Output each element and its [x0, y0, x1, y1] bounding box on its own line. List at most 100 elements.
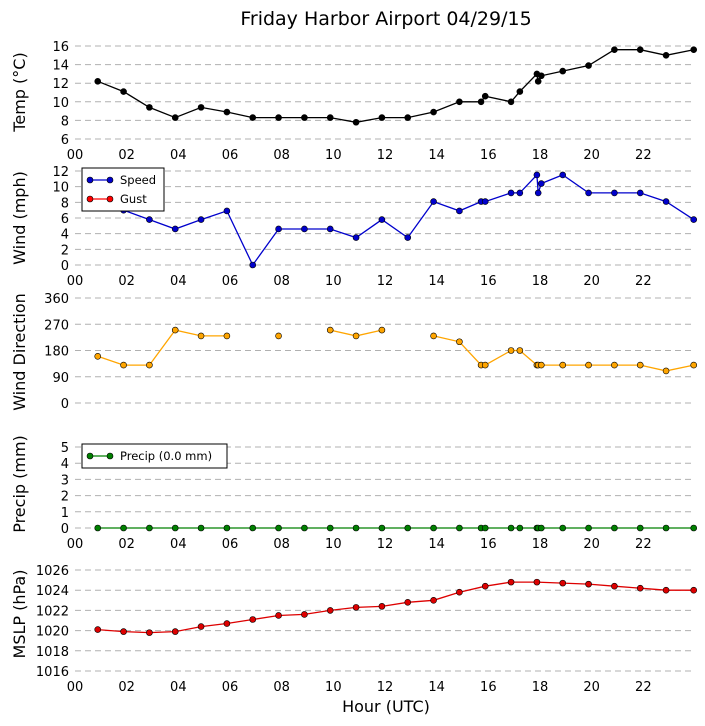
data-point	[301, 611, 308, 618]
data-point	[197, 524, 205, 532]
x-tick-label: 18	[532, 537, 549, 552]
data-point	[585, 361, 592, 369]
x-tick-label: 12	[377, 537, 394, 552]
data-point	[481, 582, 489, 590]
data-point	[585, 189, 592, 197]
y-tick-label: 2	[61, 490, 69, 505]
x-tick-label: 10	[325, 537, 342, 552]
data-point	[690, 524, 698, 532]
data-point	[430, 524, 437, 532]
data-point	[223, 108, 231, 116]
panel-3: 0 90 180 270 360 Wind Direction	[10, 292, 698, 412]
y-tick-label: 8	[61, 196, 69, 211]
data-point	[146, 524, 153, 532]
data-point	[636, 584, 644, 592]
data-point	[223, 332, 231, 340]
data-point	[533, 578, 541, 586]
legend: Speed Gust	[81, 167, 165, 212]
y-tick-label: 4	[61, 228, 69, 243]
data-point	[326, 225, 334, 233]
y-axis-label: Temp (°C)	[10, 52, 29, 132]
y-tick-label: 10	[52, 181, 69, 196]
x-tick-label: 16	[480, 537, 497, 552]
data-point	[662, 524, 670, 532]
x-tick-label: 04	[170, 274, 187, 289]
x-tick-label: 08	[273, 537, 290, 552]
data-point	[430, 108, 437, 116]
data-point	[507, 189, 515, 197]
data-point	[611, 524, 618, 532]
data-point	[456, 207, 463, 215]
data-point	[275, 332, 282, 340]
data-point	[94, 78, 102, 85]
data-point	[275, 612, 282, 619]
data-point	[690, 46, 698, 54]
data-point	[507, 578, 515, 586]
x-tick-label: 20	[583, 274, 600, 289]
data-point	[404, 114, 412, 121]
data-point	[378, 524, 386, 532]
data-point	[662, 367, 670, 375]
data-point	[275, 225, 282, 233]
x-tick-label: 06	[222, 148, 239, 163]
data-point	[146, 629, 153, 636]
data-point	[404, 599, 412, 606]
x-tick-label: 16	[480, 680, 497, 695]
data-point	[516, 524, 524, 532]
data-point	[611, 46, 618, 54]
series-line	[97, 329, 227, 366]
data-point	[430, 198, 437, 205]
x-tick-label: 18	[532, 680, 549, 695]
data-point	[171, 225, 179, 233]
x-tick-label: 22	[635, 680, 652, 695]
y-tick-label: 0	[61, 397, 69, 412]
data-point	[690, 361, 698, 369]
series-line	[94, 578, 698, 636]
x-tick-label: 08	[273, 274, 290, 289]
data-point	[404, 524, 412, 532]
x-tick-label: 20	[583, 537, 600, 552]
x-tick-label: 04	[170, 148, 187, 163]
series-precip-0-0-mm-	[94, 524, 698, 532]
data-point	[120, 628, 127, 635]
x-tick-label: 18	[532, 274, 549, 289]
x-tick-label: 16	[480, 148, 497, 163]
data-point	[197, 623, 205, 630]
data-point	[326, 607, 334, 614]
y-tick-label: 270	[44, 318, 69, 333]
data-point	[171, 628, 179, 635]
data-point	[636, 361, 644, 369]
x-tick-label: 08	[273, 680, 290, 695]
x-tick-label: 02	[118, 148, 135, 163]
data-point	[533, 171, 541, 179]
data-point	[352, 332, 360, 340]
data-point	[534, 78, 542, 85]
y-tick-label: 0	[61, 522, 69, 537]
data-point	[481, 524, 489, 532]
legend-label: Speed	[120, 173, 156, 187]
x-tick-label: 04	[170, 537, 187, 552]
x-tick-label: 12	[377, 274, 394, 289]
data-point	[636, 524, 644, 532]
data-point	[301, 114, 308, 121]
legend-marker	[106, 452, 114, 460]
legend-marker	[106, 195, 114, 203]
data-point	[662, 586, 670, 594]
x-tick-label: 00	[67, 148, 84, 163]
data-point	[223, 620, 231, 627]
x-tick-label: 14	[428, 537, 445, 552]
data-point	[223, 207, 231, 215]
y-tick-label: 6	[61, 212, 69, 227]
y-axis-label: Wind (mph)	[10, 171, 29, 265]
y-tick-label: 10	[52, 96, 69, 111]
data-point	[301, 225, 308, 233]
data-point	[275, 524, 282, 532]
data-point	[146, 104, 153, 111]
legend-marker	[86, 176, 94, 184]
data-point	[197, 104, 205, 111]
x-axis-label: Hour (UTC)	[342, 697, 430, 716]
data-point	[585, 62, 592, 69]
data-point	[516, 88, 524, 95]
y-tick-label: 1022	[36, 604, 69, 619]
